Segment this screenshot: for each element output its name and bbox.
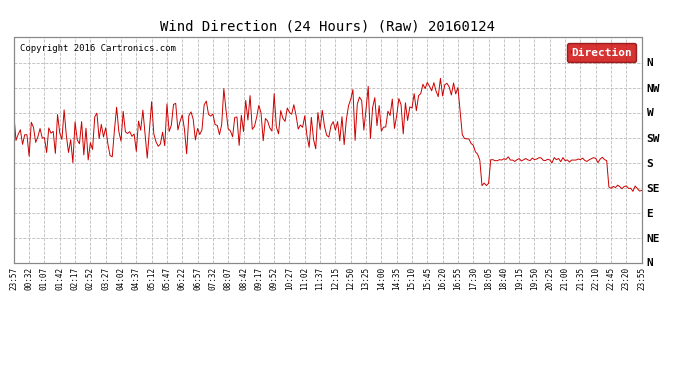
Text: Copyright 2016 Cartronics.com: Copyright 2016 Cartronics.com [20, 44, 176, 53]
Title: Wind Direction (24 Hours) (Raw) 20160124: Wind Direction (24 Hours) (Raw) 20160124 [160, 20, 495, 33]
Legend: Direction: Direction [566, 43, 636, 62]
